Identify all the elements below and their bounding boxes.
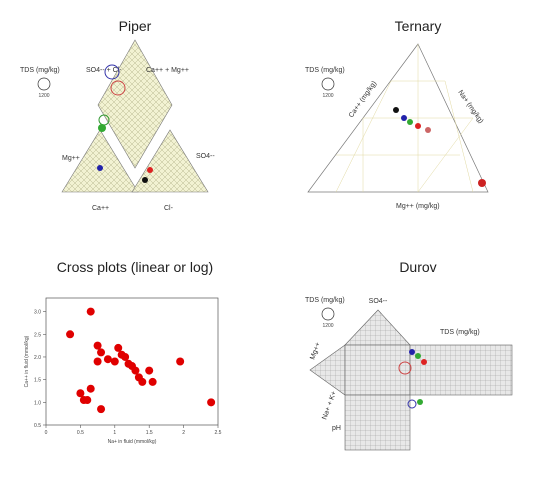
ph-panel (344, 394, 411, 451)
marker (415, 353, 421, 359)
marker (398, 361, 412, 375)
point (114, 343, 123, 352)
marker (104, 64, 120, 80)
plot-frame (45, 297, 219, 426)
point (145, 366, 154, 375)
marker (409, 349, 415, 355)
point (83, 396, 92, 405)
point (176, 357, 185, 366)
cross-plot: 0 0.5 1 1.5 2 2.5 0.5 1.0 1.5 2.0 2.5 3.0 Na+ in flu… (24, 297, 222, 445)
axis-label: pH (332, 425, 341, 432)
legend-circle (37, 77, 51, 91)
legend-circle (321, 307, 335, 321)
legend-title: TDS (mg/kg) (305, 67, 345, 74)
panel-title: Durov (399, 259, 436, 275)
point (110, 357, 119, 366)
x-tick-label: 0.5 (77, 430, 84, 436)
y-tick-label: 2.0 (34, 355, 41, 361)
marker (407, 399, 417, 409)
point (93, 341, 102, 350)
axis-label: SO4-- (369, 298, 388, 305)
axis-label: Ca++ (92, 205, 109, 212)
y-tick-label: 3.0 (34, 310, 41, 316)
x-tick-label: 2.5 (215, 430, 222, 436)
axis-label: Mg++ (62, 155, 80, 162)
axis-label: SO4-- (196, 153, 215, 160)
axis-label: Cl- (164, 205, 174, 212)
point (148, 377, 157, 386)
point (93, 357, 102, 366)
marker (393, 107, 399, 113)
tds-panel (409, 344, 513, 396)
marker (110, 80, 126, 96)
marker (478, 179, 486, 187)
y-tick-label: 2.5 (34, 332, 41, 338)
axis-label: Na+ (mg/kg) (456, 89, 484, 125)
legend-title: TDS (mg/kg) (305, 297, 345, 304)
marker (407, 119, 413, 125)
point (103, 355, 112, 364)
marker (142, 177, 148, 183)
panel-title: Piper (119, 18, 152, 34)
point (97, 405, 106, 414)
axis-label: Ca++ + Mg++ (146, 67, 189, 74)
marker (425, 127, 431, 133)
cation-triangle (61, 129, 139, 193)
x-tick-label: 2 (182, 430, 185, 436)
marker (98, 124, 106, 132)
marker (97, 165, 103, 171)
legend-circle (321, 77, 335, 91)
x-tick-label: 1.5 (146, 430, 153, 436)
x-tick-label: 1 (113, 430, 116, 436)
marker (401, 115, 407, 121)
grid (335, 44, 474, 193)
axis-label: Mg++ (mg/kg) (396, 203, 440, 210)
point (97, 348, 106, 357)
y-tick-label: 0.5 (34, 423, 41, 429)
legend-value: 1200 (322, 323, 333, 329)
marker (415, 123, 421, 129)
point (66, 330, 75, 339)
panel-title: Cross plots (linear or log) (57, 259, 213, 275)
legend-value: 1200 (38, 93, 49, 99)
anion-triangle (344, 309, 411, 346)
point (76, 389, 85, 398)
point (86, 307, 95, 316)
legend-value: 1200 (322, 93, 333, 99)
piper-thumbnail: TDS (mg/kg) 1200 Mg++ Ca++ Cl- SO4-- Ca+… (20, 39, 215, 212)
point (131, 366, 140, 375)
point (86, 384, 95, 393)
x-tick-label: 0 (45, 430, 48, 436)
legend-title: TDS (mg/kg) (20, 67, 60, 74)
axis-label: Na+ + K+ (321, 390, 338, 420)
marker (421, 359, 427, 365)
x-axis-label: Na+ in fluid (mmol/kg) (108, 439, 157, 445)
marker (417, 399, 423, 405)
marker (147, 167, 153, 173)
anion-triangle (131, 129, 209, 193)
diamond (97, 39, 173, 169)
point (138, 377, 147, 386)
square (344, 344, 411, 396)
panel-title: Ternary (395, 18, 442, 34)
point (207, 398, 216, 407)
y-axis-label: Ca++ in fluid (mmol/kg) (24, 335, 30, 387)
y-tick-label: 1.0 (34, 400, 41, 406)
point (121, 352, 130, 361)
y-tick-label: 1.5 (34, 378, 41, 384)
axis-label: SO4-- + Cl- (86, 67, 122, 74)
durov-thumbnail: TDS (mg/kg) 1200 SO4-- Mg++ Na+ + K+ pH … (305, 297, 513, 451)
axis-label: TDS (mg/kg) (440, 329, 480, 336)
ternary-thumbnail: TDS (mg/kg) 1200 Ca++ (mg/kg) Na+ (mg/kg… (305, 43, 489, 210)
axis-label: Mg++ (309, 341, 322, 360)
